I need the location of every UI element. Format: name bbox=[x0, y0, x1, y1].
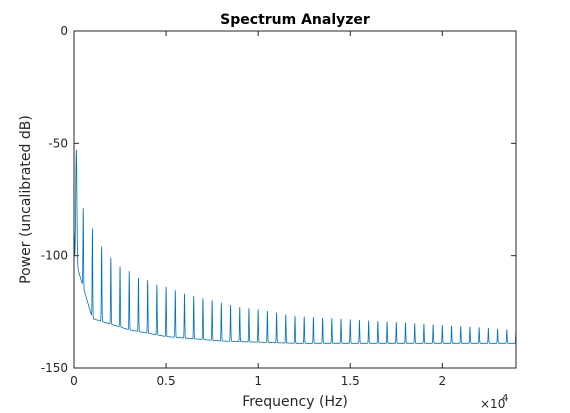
x-axis-exponent: ×10 4 bbox=[480, 393, 508, 411]
y-tick-label: -50 bbox=[48, 136, 68, 150]
spectrum-series-line bbox=[73, 149, 517, 344]
x-tick-label: 0 bbox=[70, 374, 78, 388]
y-tick-label: 0 bbox=[60, 24, 68, 38]
axes-box bbox=[73, 30, 517, 369]
y-tick-label: -150 bbox=[41, 361, 68, 375]
y-tick-label: -100 bbox=[41, 249, 68, 263]
x-exponent-base: ×10 bbox=[480, 397, 505, 411]
x-exponent-power: 4 bbox=[502, 393, 508, 404]
x-tick-label: 1 bbox=[254, 374, 262, 388]
chart-title: Spectrum Analyzer bbox=[220, 12, 370, 28]
x-tick-label: 1.5 bbox=[341, 374, 360, 388]
y-axis-ticks: 0 -50 -100 -150 bbox=[41, 24, 516, 375]
x-tick-label: 2 bbox=[439, 374, 447, 388]
x-tick-label: 0.5 bbox=[157, 374, 176, 388]
x-axis-ticks: 0 0.5 1 1.5 2 bbox=[70, 31, 446, 388]
y-axis-label: Power (uncalibrated dB) bbox=[18, 115, 34, 284]
x-axis-label: Frequency (Hz) bbox=[242, 394, 348, 410]
